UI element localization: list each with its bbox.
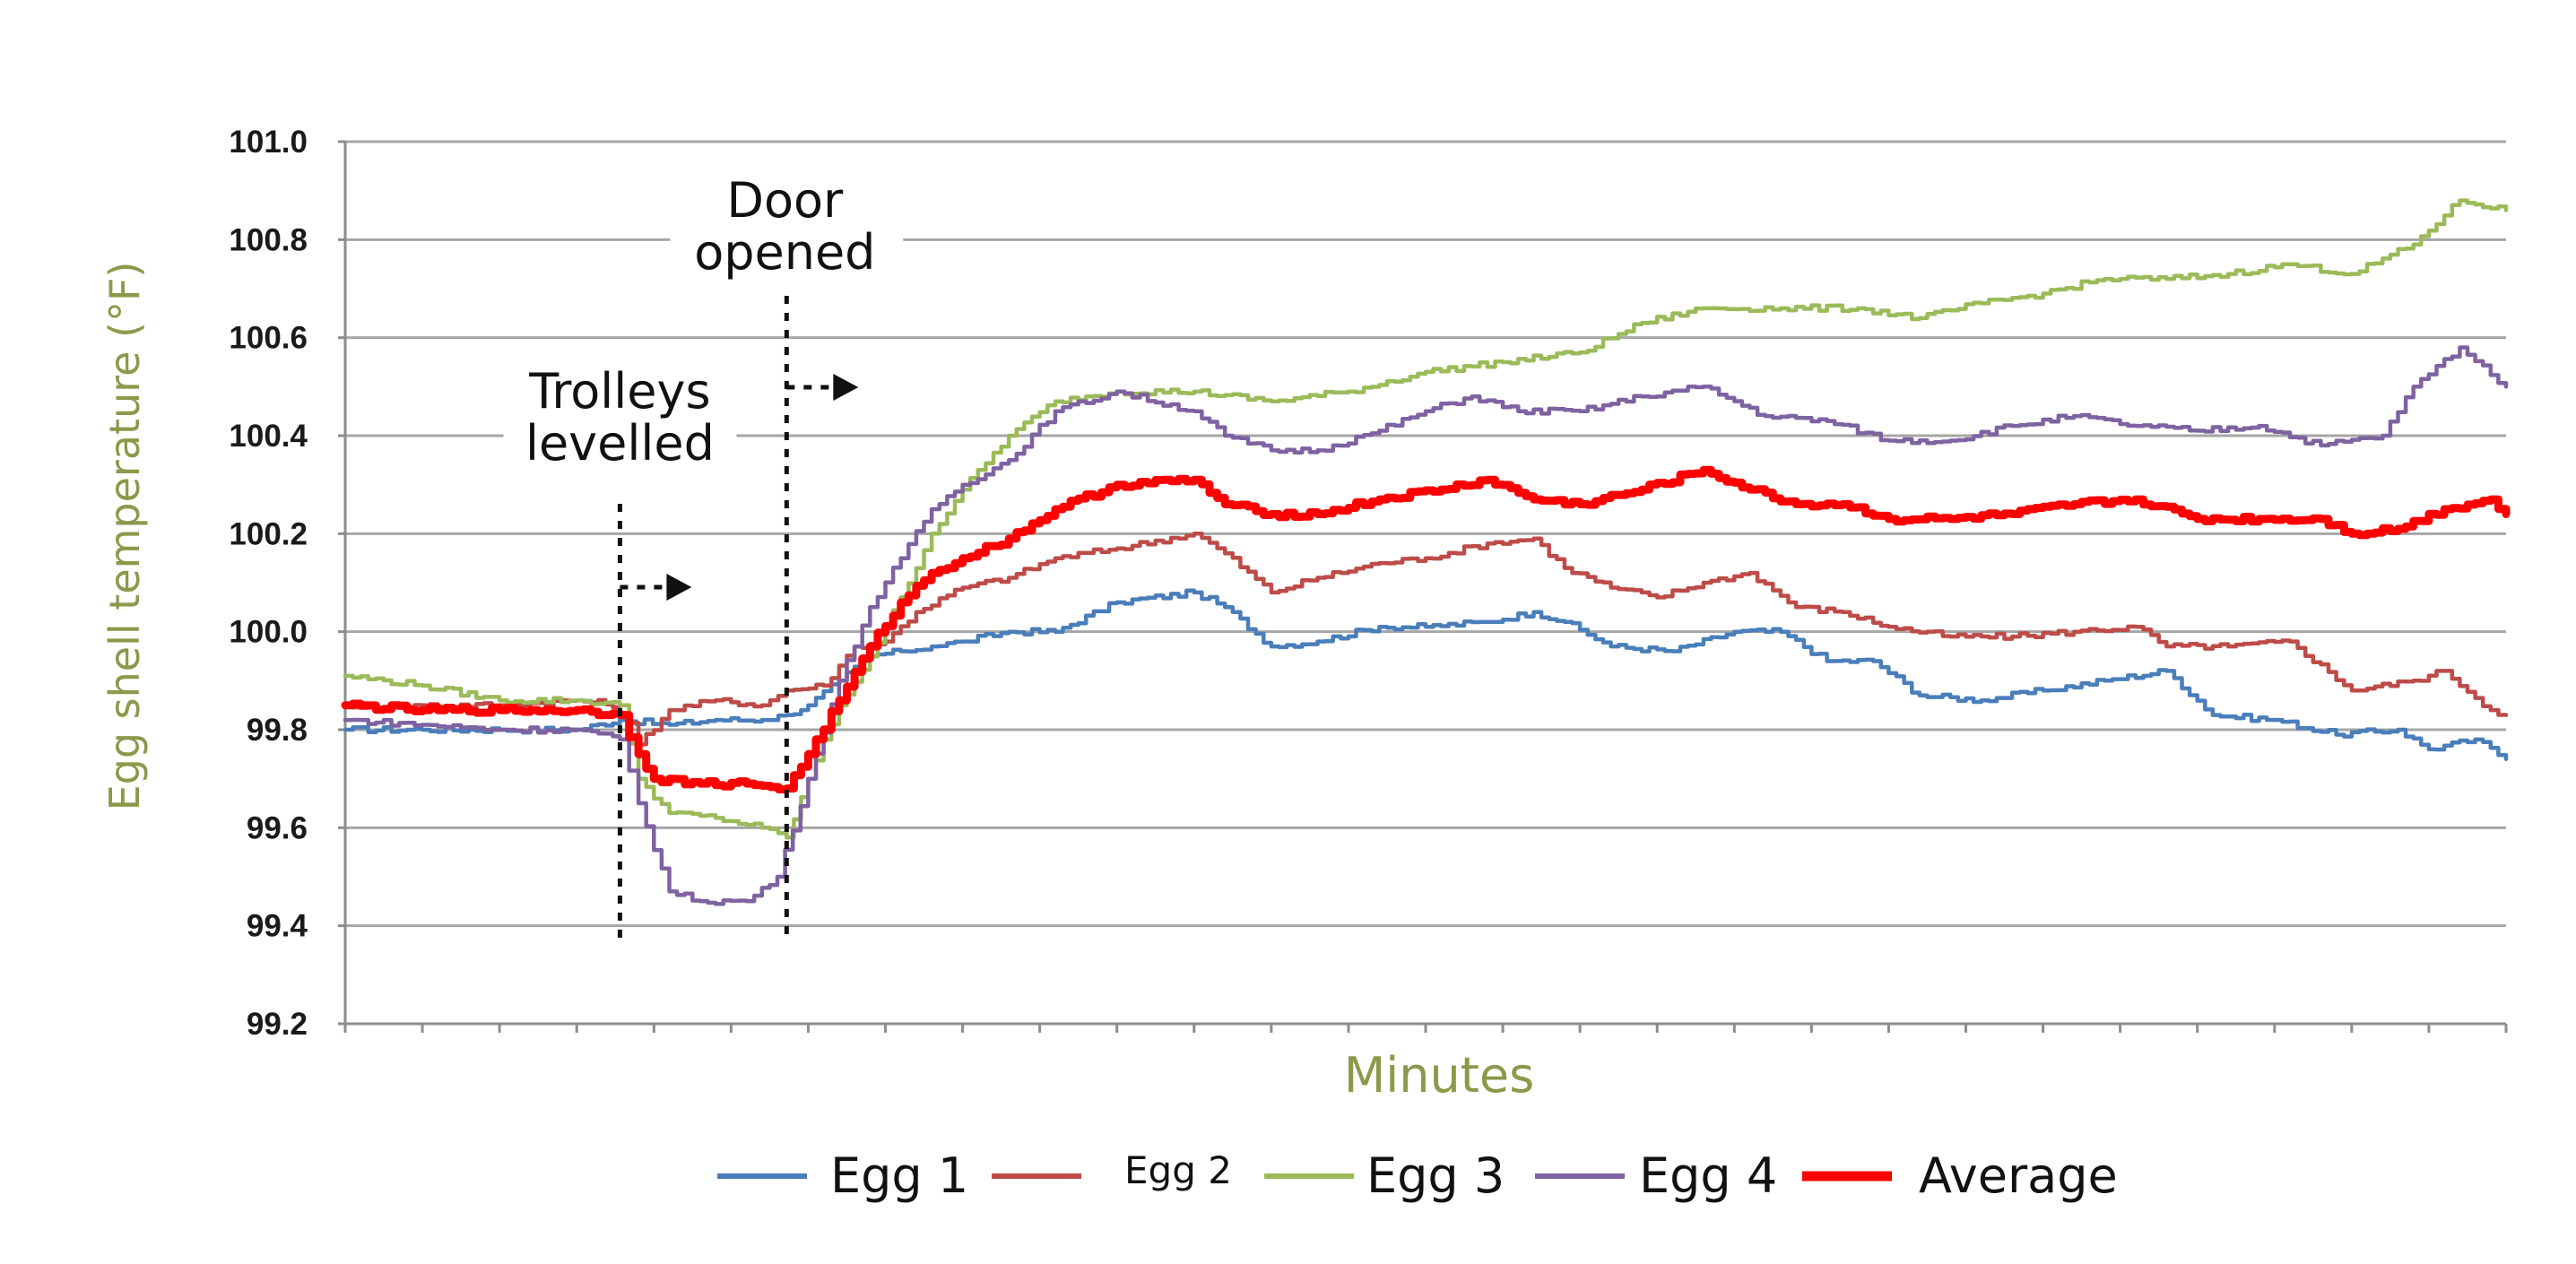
y-tick-label: 100.0 <box>229 615 308 650</box>
x-axis-title: Minutes <box>1344 1047 1535 1104</box>
legend-item-egg-3: Egg 3 <box>1264 1147 1505 1204</box>
legend-label: Average <box>1919 1147 2118 1204</box>
x-tick-marks <box>343 1024 2508 1033</box>
series-line-egg-1 <box>343 588 2509 762</box>
y-tick-label: 100.4 <box>229 419 308 454</box>
legend-item-average: Average <box>1802 1147 2118 1204</box>
annotation-label-bg <box>503 354 737 480</box>
series-line-egg-2 <box>343 532 2509 747</box>
y-tick-labels: 99.2 99.4 99.6 99.8 100.0 100.2 100.4 100.6 100.… <box>229 125 345 1042</box>
legend-label: Egg 2 <box>1124 1148 1232 1192</box>
series-line-average <box>341 465 2511 794</box>
y-axis-title: Egg shell temperature (°F) <box>100 262 149 811</box>
series-line-egg-3 <box>343 198 2509 840</box>
annotation-label-line: Trolleys <box>528 363 710 420</box>
annotation-label-bg <box>670 161 904 287</box>
legend-item-egg-4: Egg 4 <box>1535 1147 1777 1204</box>
legend: Egg 1 Egg 2 Egg 3 Egg 4 Average <box>717 1147 2118 1204</box>
axes <box>343 142 2506 1026</box>
y-tick-label: 100.8 <box>229 222 308 257</box>
y-tick-label: 100.2 <box>229 516 308 551</box>
annotation-label-line: levelled <box>525 415 715 472</box>
y-tick-label: 99.8 <box>247 713 308 748</box>
legend-label: Egg 4 <box>1639 1147 1777 1204</box>
annotation-label-line: Door <box>726 172 844 229</box>
legend-label: Egg 3 <box>1366 1147 1505 1204</box>
annotation-label-line: opened <box>694 224 875 281</box>
series-lines <box>341 198 2511 906</box>
series-line-egg-4 <box>343 345 2509 906</box>
legend-item-egg-1: Egg 1 <box>717 1147 968 1204</box>
y-tick-label: 101.0 <box>229 125 308 160</box>
y-tick-label: 100.6 <box>229 321 308 356</box>
arrow-right-icon <box>833 374 859 401</box>
y-tick-label: 99.4 <box>247 909 308 944</box>
arrow-right-icon <box>666 574 692 601</box>
legend-item-egg-2: Egg 2 <box>992 1148 1232 1192</box>
legend-label: Egg 1 <box>830 1147 968 1204</box>
y-tick-label: 99.2 <box>247 1007 308 1042</box>
y-tick-label: 99.6 <box>247 810 308 845</box>
